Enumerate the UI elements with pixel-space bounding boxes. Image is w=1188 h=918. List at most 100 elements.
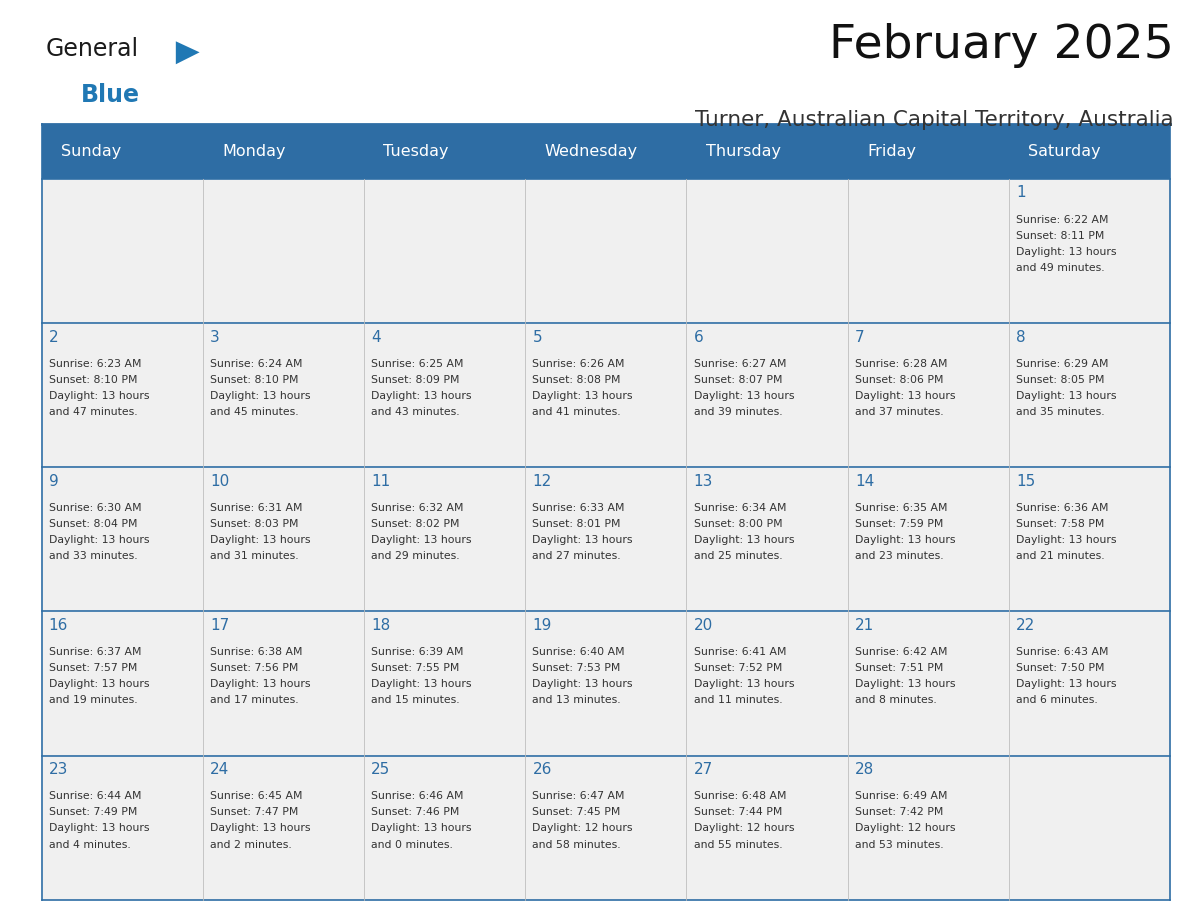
Text: Sunset: 7:49 PM: Sunset: 7:49 PM — [49, 808, 137, 817]
Text: 18: 18 — [371, 618, 391, 633]
Text: and 53 minutes.: and 53 minutes. — [855, 839, 943, 849]
Text: and 33 minutes.: and 33 minutes. — [49, 551, 138, 561]
Text: and 23 minutes.: and 23 minutes. — [855, 551, 943, 561]
Text: Daylight: 13 hours: Daylight: 13 hours — [855, 679, 955, 689]
Text: Daylight: 13 hours: Daylight: 13 hours — [1016, 679, 1117, 689]
Text: Sunset: 7:57 PM: Sunset: 7:57 PM — [49, 663, 137, 673]
Text: 17: 17 — [210, 618, 229, 633]
Text: Sunset: 7:44 PM: Sunset: 7:44 PM — [694, 808, 782, 817]
Text: Sunset: 7:52 PM: Sunset: 7:52 PM — [694, 663, 782, 673]
Text: Sunrise: 6:46 AM: Sunrise: 6:46 AM — [371, 791, 463, 801]
Text: 20: 20 — [694, 618, 713, 633]
Text: Sunset: 8:10 PM: Sunset: 8:10 PM — [210, 375, 298, 385]
Text: Sunrise: 6:39 AM: Sunrise: 6:39 AM — [371, 647, 463, 657]
Text: Sunrise: 6:49 AM: Sunrise: 6:49 AM — [855, 791, 947, 801]
Text: 21: 21 — [855, 618, 874, 633]
Text: Sunset: 7:53 PM: Sunset: 7:53 PM — [532, 663, 621, 673]
Text: Sunrise: 6:30 AM: Sunrise: 6:30 AM — [49, 503, 141, 513]
Text: and 13 minutes.: and 13 minutes. — [532, 696, 621, 705]
Text: and 19 minutes.: and 19 minutes. — [49, 696, 138, 705]
Text: 12: 12 — [532, 474, 551, 488]
Text: 5: 5 — [532, 330, 542, 344]
Text: Daylight: 13 hours: Daylight: 13 hours — [532, 535, 633, 545]
Text: Sunset: 8:05 PM: Sunset: 8:05 PM — [1016, 375, 1105, 385]
Text: Daylight: 13 hours: Daylight: 13 hours — [210, 391, 310, 401]
Text: Daylight: 13 hours: Daylight: 13 hours — [1016, 535, 1117, 545]
Text: Daylight: 13 hours: Daylight: 13 hours — [855, 535, 955, 545]
Text: 1: 1 — [1016, 185, 1025, 200]
Text: Sunday: Sunday — [61, 144, 121, 159]
Text: Sunrise: 6:43 AM: Sunrise: 6:43 AM — [1016, 647, 1108, 657]
Text: and 0 minutes.: and 0 minutes. — [371, 839, 453, 849]
Text: Sunrise: 6:48 AM: Sunrise: 6:48 AM — [694, 791, 786, 801]
Text: Sunrise: 6:34 AM: Sunrise: 6:34 AM — [694, 503, 786, 513]
Text: Sunrise: 6:24 AM: Sunrise: 6:24 AM — [210, 359, 303, 369]
Text: Daylight: 13 hours: Daylight: 13 hours — [532, 391, 633, 401]
Text: Sunrise: 6:32 AM: Sunrise: 6:32 AM — [371, 503, 463, 513]
Text: Daylight: 13 hours: Daylight: 13 hours — [210, 823, 310, 834]
Text: Daylight: 13 hours: Daylight: 13 hours — [49, 535, 150, 545]
Text: 2: 2 — [49, 330, 58, 344]
Text: and 4 minutes.: and 4 minutes. — [49, 839, 131, 849]
Text: Daylight: 13 hours: Daylight: 13 hours — [1016, 247, 1117, 257]
Text: Sunset: 7:56 PM: Sunset: 7:56 PM — [210, 663, 298, 673]
Text: and 39 minutes.: and 39 minutes. — [694, 407, 782, 417]
Text: Sunrise: 6:42 AM: Sunrise: 6:42 AM — [855, 647, 947, 657]
Text: Daylight: 13 hours: Daylight: 13 hours — [371, 391, 472, 401]
Text: Sunrise: 6:29 AM: Sunrise: 6:29 AM — [1016, 359, 1108, 369]
Text: February 2025: February 2025 — [829, 23, 1174, 68]
Text: Sunset: 7:55 PM: Sunset: 7:55 PM — [371, 663, 460, 673]
Text: 19: 19 — [532, 618, 551, 633]
Text: Wednesday: Wednesday — [544, 144, 638, 159]
Text: and 2 minutes.: and 2 minutes. — [210, 839, 292, 849]
Text: Daylight: 13 hours: Daylight: 13 hours — [49, 679, 150, 689]
Text: and 15 minutes.: and 15 minutes. — [371, 696, 460, 705]
Text: and 58 minutes.: and 58 minutes. — [532, 839, 621, 849]
Text: Sunset: 8:09 PM: Sunset: 8:09 PM — [371, 375, 460, 385]
Text: Tuesday: Tuesday — [384, 144, 449, 159]
Text: Sunset: 8:08 PM: Sunset: 8:08 PM — [532, 375, 621, 385]
Text: Sunrise: 6:45 AM: Sunrise: 6:45 AM — [210, 791, 303, 801]
Text: Daylight: 13 hours: Daylight: 13 hours — [371, 823, 472, 834]
Text: and 35 minutes.: and 35 minutes. — [1016, 407, 1105, 417]
Text: 13: 13 — [694, 474, 713, 488]
Text: 24: 24 — [210, 762, 229, 777]
Text: Sunset: 8:10 PM: Sunset: 8:10 PM — [49, 375, 137, 385]
Text: and 29 minutes.: and 29 minutes. — [371, 551, 460, 561]
Text: and 49 minutes.: and 49 minutes. — [1016, 263, 1105, 273]
Text: Thursday: Thursday — [706, 144, 781, 159]
Text: Sunset: 8:03 PM: Sunset: 8:03 PM — [210, 519, 298, 529]
Text: 26: 26 — [532, 762, 551, 777]
Text: and 27 minutes.: and 27 minutes. — [532, 551, 621, 561]
Text: and 55 minutes.: and 55 minutes. — [694, 839, 782, 849]
Text: Sunrise: 6:25 AM: Sunrise: 6:25 AM — [371, 359, 463, 369]
Text: and 31 minutes.: and 31 minutes. — [210, 551, 298, 561]
Text: Sunset: 8:11 PM: Sunset: 8:11 PM — [1016, 230, 1105, 241]
Text: Sunset: 7:51 PM: Sunset: 7:51 PM — [855, 663, 943, 673]
Text: 28: 28 — [855, 762, 874, 777]
Text: Sunrise: 6:22 AM: Sunrise: 6:22 AM — [1016, 215, 1108, 225]
Text: Daylight: 12 hours: Daylight: 12 hours — [855, 823, 955, 834]
Text: and 21 minutes.: and 21 minutes. — [1016, 551, 1105, 561]
Text: Turner, Australian Capital Territory, Australia: Turner, Australian Capital Territory, Au… — [695, 110, 1174, 130]
Text: Sunrise: 6:41 AM: Sunrise: 6:41 AM — [694, 647, 786, 657]
Text: and 17 minutes.: and 17 minutes. — [210, 696, 298, 705]
Text: 25: 25 — [371, 762, 391, 777]
Text: and 45 minutes.: and 45 minutes. — [210, 407, 298, 417]
Text: 27: 27 — [694, 762, 713, 777]
Text: Daylight: 12 hours: Daylight: 12 hours — [532, 823, 633, 834]
Text: Daylight: 13 hours: Daylight: 13 hours — [694, 535, 794, 545]
Text: and 47 minutes.: and 47 minutes. — [49, 407, 138, 417]
Text: Sunrise: 6:37 AM: Sunrise: 6:37 AM — [49, 647, 141, 657]
Text: and 25 minutes.: and 25 minutes. — [694, 551, 782, 561]
Text: Sunset: 8:04 PM: Sunset: 8:04 PM — [49, 519, 137, 529]
Text: and 6 minutes.: and 6 minutes. — [1016, 696, 1098, 705]
Polygon shape — [176, 41, 200, 64]
Text: Sunset: 7:50 PM: Sunset: 7:50 PM — [1016, 663, 1105, 673]
Text: Sunrise: 6:26 AM: Sunrise: 6:26 AM — [532, 359, 625, 369]
Text: and 37 minutes.: and 37 minutes. — [855, 407, 943, 417]
Text: Daylight: 13 hours: Daylight: 13 hours — [371, 679, 472, 689]
Text: Sunset: 8:02 PM: Sunset: 8:02 PM — [371, 519, 460, 529]
Text: 22: 22 — [1016, 618, 1035, 633]
Text: 9: 9 — [49, 474, 58, 488]
